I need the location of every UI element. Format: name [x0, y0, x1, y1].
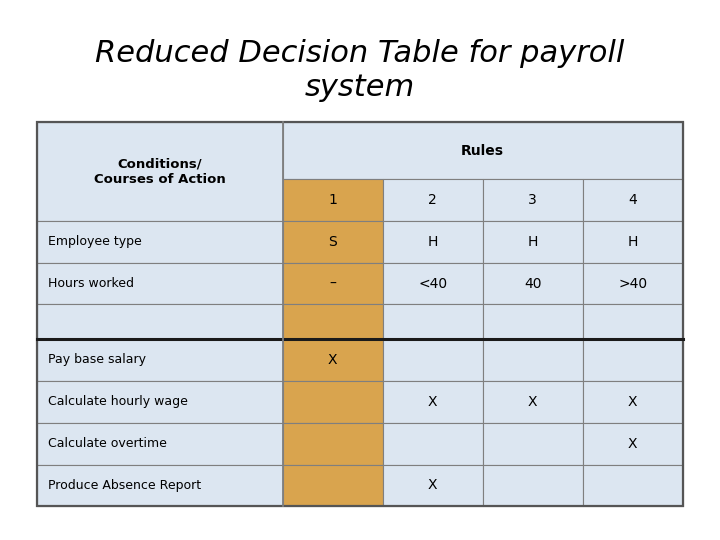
Text: Pay base salary: Pay base salary [48, 353, 146, 366]
Text: Reduced Decision Table for payroll
system: Reduced Decision Table for payroll syste… [95, 39, 625, 102]
Bar [582, 339, 683, 381]
Text: X: X [428, 478, 437, 492]
Bar [282, 179, 382, 221]
Text: X: X [328, 353, 337, 367]
Bar [382, 262, 482, 305]
Text: –: – [329, 276, 336, 291]
Bar [37, 262, 282, 305]
Text: 1: 1 [328, 193, 337, 207]
Bar [482, 423, 582, 464]
Text: X: X [628, 395, 637, 409]
Bar [582, 305, 683, 339]
Text: 3: 3 [528, 193, 537, 207]
Bar [482, 221, 582, 262]
Bar [582, 221, 683, 262]
Text: H: H [628, 235, 638, 249]
Bar [282, 339, 382, 381]
Text: 4: 4 [629, 193, 637, 207]
Bar [582, 262, 683, 305]
Bar [582, 179, 683, 221]
Bar [582, 381, 683, 423]
Bar [382, 381, 482, 423]
Bar [382, 305, 482, 339]
Bar [582, 464, 683, 507]
Text: >40: >40 [618, 276, 647, 291]
Bar [582, 423, 683, 464]
Bar [482, 381, 582, 423]
Text: <40: <40 [418, 276, 447, 291]
Bar [382, 339, 482, 381]
Bar [282, 262, 382, 305]
Text: H: H [528, 235, 538, 249]
Text: X: X [528, 395, 537, 409]
Bar [37, 339, 282, 381]
Bar [482, 262, 582, 305]
Bar [37, 381, 282, 423]
Bar [282, 464, 382, 507]
Bar [482, 179, 582, 221]
Bar [282, 381, 382, 423]
Bar [282, 305, 382, 339]
Bar [482, 305, 582, 339]
Bar [37, 305, 282, 339]
Text: Calculate hourly wage: Calculate hourly wage [48, 395, 188, 408]
Bar [37, 464, 282, 507]
Text: Produce Absence Report: Produce Absence Report [48, 479, 201, 492]
Text: 2: 2 [428, 193, 437, 207]
Bar [382, 221, 482, 262]
Bar [282, 423, 382, 464]
Text: Calculate overtime: Calculate overtime [48, 437, 167, 450]
Text: Hours worked: Hours worked [48, 277, 134, 290]
Bar [482, 339, 582, 381]
Bar [382, 464, 482, 507]
Bar [382, 423, 482, 464]
Bar [37, 221, 282, 262]
Text: S: S [328, 235, 337, 249]
Text: X: X [428, 395, 437, 409]
Text: X: X [628, 436, 637, 450]
Text: H: H [428, 235, 438, 249]
Text: Rules: Rules [461, 144, 504, 158]
Text: Employee type: Employee type [48, 235, 142, 248]
Bar [37, 423, 282, 464]
Text: 40: 40 [524, 276, 541, 291]
Text: Conditions/
Courses of Action: Conditions/ Courses of Action [94, 158, 226, 186]
Bar [382, 179, 482, 221]
Bar [282, 221, 382, 262]
Bar [482, 464, 582, 507]
